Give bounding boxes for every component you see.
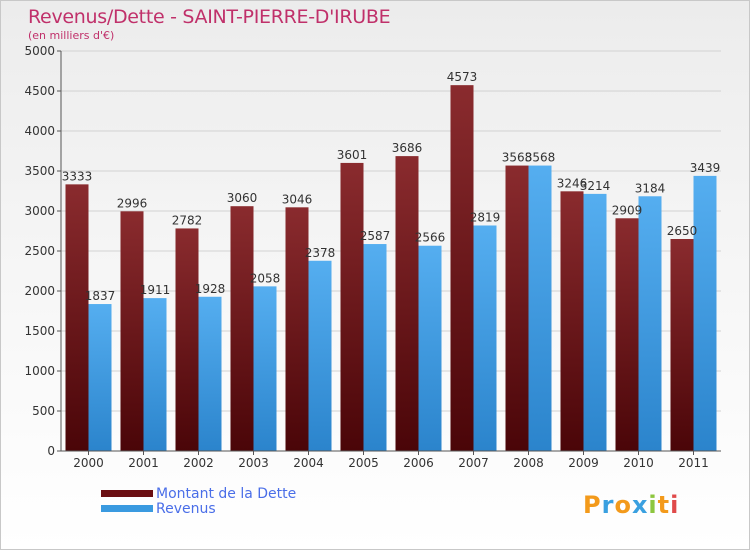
data-label-revenus: 2058 [250,271,281,285]
logo-letter: i [670,491,680,519]
bar-revenus [253,286,277,451]
bar-dette [340,162,364,452]
legend: Montant de la Dette Revenus [101,485,297,517]
bar-revenus [528,165,552,451]
bar-dette [230,206,254,451]
data-label-dette: 3060 [227,191,258,205]
bar-dette [175,228,199,451]
y-tick-label: 2000 [24,284,55,298]
x-tick-label: 2007 [458,456,489,470]
x-tick-label: 2008 [513,456,544,470]
data-label-revenus: 1837 [85,289,116,303]
logo-letter: o [614,491,632,519]
y-tick-label: 500 [32,404,55,418]
chart-title: Revenus/Dette - SAINT-PIERRE-D'IRUBE [28,6,391,28]
bar-dette [505,165,529,451]
bar-dette [560,191,584,451]
bar-dette [670,239,694,451]
legend-label-revenus: Revenus [156,500,216,517]
data-label-dette: 2650 [667,224,698,238]
bar-dette [285,207,309,451]
data-label-revenus: 3568 [525,151,556,165]
bar-revenus [583,193,607,451]
y-tick-label: 4000 [24,124,55,138]
bar-dette [615,218,639,451]
y-tick-label: 1000 [24,364,55,378]
logo-letter: r [601,491,615,519]
data-label-dette: 2909 [612,203,643,217]
data-label-dette: 3568 [502,151,533,165]
x-tick-label: 2005 [348,456,379,470]
y-tick-label: 4500 [24,84,55,98]
y-tick-label: 3000 [24,204,55,218]
bar-revenus [473,225,497,451]
data-label-revenus: 1928 [195,282,226,296]
data-label-revenus: 3184 [635,181,666,195]
data-label-dette: 3246 [557,176,588,190]
data-label-dette: 3601 [337,148,368,162]
logo-letter: t [657,491,671,519]
data-label-revenus: 1911 [140,283,171,297]
data-label-revenus: 3439 [690,161,721,175]
data-label-dette: 3333 [62,169,93,183]
bar-dette [120,211,144,451]
data-label-dette: 4573 [447,70,478,84]
data-label-dette: 3046 [282,192,313,206]
bar-dette [65,184,89,452]
x-tick-label: 2010 [623,456,654,470]
legend-item-revenus: Revenus [101,500,296,517]
legend-swatch-revenus [101,505,153,512]
bar-revenus [693,175,717,451]
x-tick-label: 2009 [568,456,599,470]
y-tick-label: 0 [47,444,55,458]
logo-letter: P [583,491,602,519]
data-label-revenus: 2378 [305,246,336,260]
bar-revenus [143,298,167,451]
y-tick-label: 2500 [24,244,55,258]
x-tick-label: 2002 [183,456,214,470]
bar-revenus [308,260,332,451]
data-label-dette: 3686 [392,141,423,155]
x-tick-label: 2004 [293,456,324,470]
data-label-dette: 2996 [117,196,148,210]
y-tick-label: 3500 [24,164,55,178]
bar-dette [395,156,419,451]
x-tick-label: 2000 [73,456,104,470]
y-tick-label: 5000 [24,44,55,58]
logo-letter: i [648,491,658,519]
bar-revenus [418,245,442,451]
proxiti-logo: Proxiti [583,491,679,519]
bar-revenus [638,196,662,451]
chart-subtitle: (en milliers d'€) [28,29,115,42]
data-label-revenus: 2566 [415,231,446,245]
labels: 3333 1837 2996 1911 2782 1928 3060 2058 3046 2378… [62,70,721,303]
data-label-revenus: 2587 [360,229,391,243]
data-label-revenus: 2819 [470,210,501,224]
bar-revenus [363,244,387,451]
bar-revenus [198,296,222,451]
bar-revenus [88,304,112,451]
data-label-revenus: 3214 [580,179,611,193]
x-tick-label: 2001 [128,456,159,470]
legend-item-dette: Montant de la Dette [101,485,297,502]
x-tick-label: 2006 [403,456,434,470]
legend-label-dette: Montant de la Dette [156,485,297,502]
x-tick-label: 2011 [678,456,709,470]
grid-lines [61,50,721,412]
bar-dette [450,85,474,451]
legend-swatch-dette [101,490,153,497]
data-label-dette: 2782 [172,213,203,227]
axes: 0 500 1000 1500 2000 2500 3000 3500 4000 4500 5000… [24,44,721,470]
x-tick-label: 2003 [238,456,269,470]
y-tick-label: 1500 [24,324,55,338]
bars [65,85,717,452]
logo-letter: x [631,491,649,519]
